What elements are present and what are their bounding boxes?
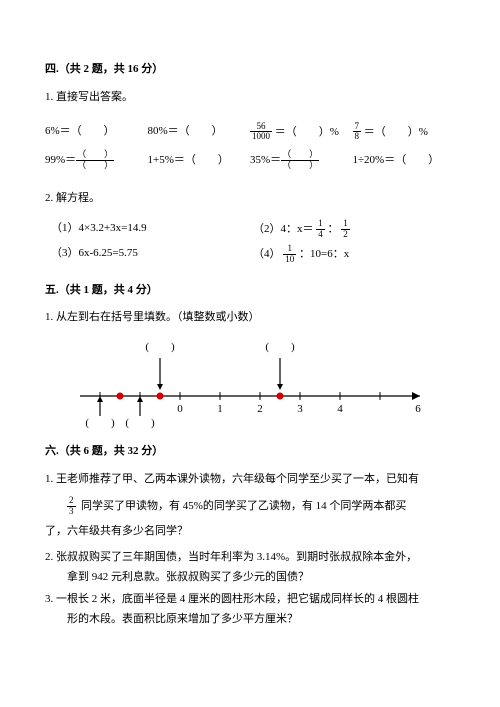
eq-3: （3）6x-6.25=5.75 [51, 244, 253, 265]
q6-2: 2. 张叔叔购买了三年期国债，当时年利率为 3.14%。到期时张叔叔除本金外， … [45, 548, 455, 588]
svg-text:( ): ( ) [125, 417, 155, 429]
number-line-diagram: 0 1 2 3 4 6 ( ) ( ) ( ) ( ) [60, 338, 440, 438]
text: （2）4：x＝ [253, 223, 314, 235]
svg-text:2: 2 [257, 403, 263, 415]
fraction-2-3: 23 [67, 496, 76, 517]
eq-2: （2）4：x＝ 14 ： 12 [253, 219, 455, 240]
cell: 78 ＝（ ）% [353, 122, 456, 143]
cell: 80%＝（ ） [148, 122, 251, 142]
text: 35%＝ [250, 154, 281, 166]
svg-text:6: 6 [415, 403, 421, 415]
svg-text:( ): ( ) [85, 417, 115, 429]
fraction-56-1000: 561000 [250, 122, 272, 143]
svg-text:0: 0 [177, 403, 183, 415]
fraction-1-10: 110 [283, 244, 296, 265]
svg-text:4: 4 [337, 403, 343, 415]
svg-text:( ): ( ) [145, 341, 175, 353]
paren-frac: （ ）（ ） [76, 150, 114, 171]
text: ＝（ ）% [275, 126, 339, 138]
cell: 1+5%＝（ ） [148, 151, 251, 171]
q6-3: 3. 一根长 2 米，底面半径是 4 厘米的圆柱形木段，把它锯成同样长的 4 根… [45, 590, 455, 630]
q6-2-line1: 2. 张叔叔购买了三年期国债，当时年利率为 3.14%。到期时张叔叔除本金外， [45, 548, 455, 568]
q4-2-equations: （1）4×3.2+3x=14.9 （2）4：x＝ 14 ： 12 （3）6x-6… [51, 219, 455, 265]
eq-1: （1）4×3.2+3x=14.9 [51, 219, 253, 240]
q6-3-line2: 形的木段。表面积比原来增加了多少平方厘米？ [45, 610, 455, 630]
fraction-1-4: 14 [316, 219, 325, 240]
q4-2-stem: 2. 解方程。 [45, 189, 455, 209]
q6-3-line1: 3. 一根长 2 米，底面半径是 4 厘米的圆柱形木段，把它锯成同样长的 4 根… [45, 590, 455, 610]
q6-1-line1: 1. 王老师推荐了甲、乙两本课外读物，六年级每个同学至少买了一本，已知有 [45, 470, 455, 490]
fraction-1-2: 12 [341, 219, 350, 240]
paren-frac: （ ）（ ） [281, 150, 319, 171]
text: ：10=6：x [299, 248, 349, 260]
section-4-title: 四.（共 2 题，共 16 分） [45, 60, 455, 80]
text: 99%＝ [45, 154, 76, 166]
q6-1: 1. 王老师推荐了甲、乙两本课外读物，六年级每个同学至少买了一本，已知有 23 … [45, 470, 455, 542]
cell: 35%＝（ ）（ ） [250, 150, 353, 171]
section-6-title: 六.（共 6 题，共 32 分） [45, 442, 455, 462]
text: ： [328, 223, 339, 235]
svg-text:3: 3 [297, 403, 303, 415]
fraction-7-8: 78 [353, 122, 362, 143]
svg-text:( ): ( ) [265, 341, 295, 353]
cell: 1÷20%＝（ ） [353, 151, 456, 171]
eq-4: （4） 110 ：10=6：x [253, 244, 455, 265]
q4-1-stem: 1. 直接写出答案。 [45, 88, 455, 108]
text: ＝（ ）% [364, 126, 428, 138]
q6-2-line2: 拿到 942 元利息款。张叔叔购买了多少元的国债？ [45, 568, 455, 588]
q6-1-line3: 了，六年级共有多少名同学？ [45, 522, 455, 542]
q5-1-stem: 1. 从左到右在括号里填数。（填整数或小数） [45, 308, 455, 328]
svg-text:1: 1 [217, 403, 223, 415]
q4-1-row2: 99%＝（ ）（ ） 1+5%＝（ ） 35%＝（ ）（ ） 1÷20%＝（ ） [45, 150, 455, 171]
q4-1-row1: 6%＝（ ） 80%＝（ ） 561000 ＝（ ）% 78 ＝（ ）% [45, 122, 455, 143]
cell: 99%＝（ ）（ ） [45, 150, 148, 171]
section-5-title: 五.（共 1 题，共 4 分） [45, 281, 455, 301]
cell: 6%＝（ ） [45, 122, 148, 142]
text: 同学买了甲读物，有 45%的同学买了乙读物，有 14 个同学两本都买 [81, 500, 406, 512]
cell: 561000 ＝（ ）% [250, 122, 353, 143]
text: （4） [253, 248, 281, 260]
q6-1-line2: 23 同学买了甲读物，有 45%的同学买了乙读物，有 14 个同学两本都买 [45, 496, 455, 517]
